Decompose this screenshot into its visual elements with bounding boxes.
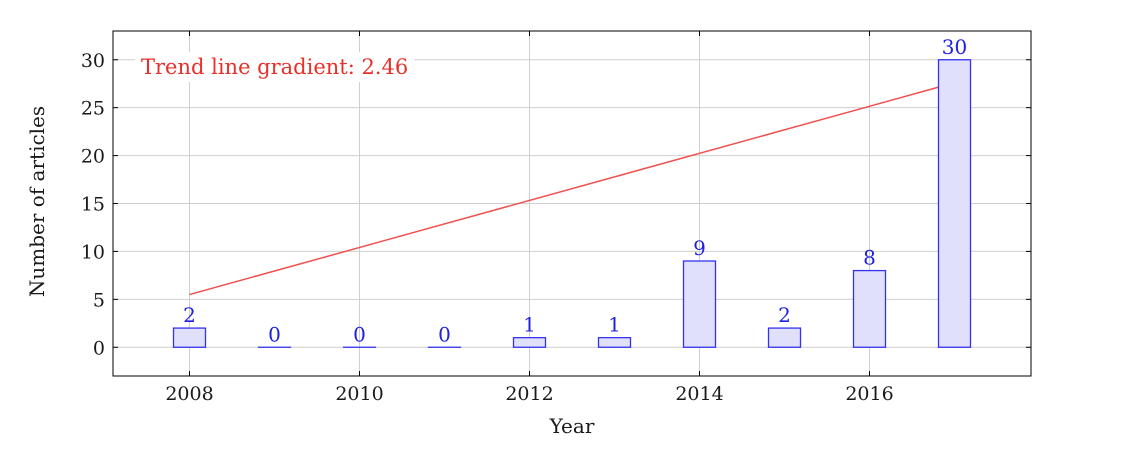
y-tick-label: 20 (81, 146, 105, 168)
bar-2016 (852, 269, 887, 348)
x-tick-label: 2016 (845, 383, 893, 405)
bar-2008 (172, 327, 207, 348)
data-label-2016: 8 (863, 246, 876, 270)
bar-2015 (767, 327, 802, 348)
y-tick-label: 30 (81, 50, 105, 72)
data-label-2012: 1 (523, 313, 536, 337)
x-axis-title: Year (549, 414, 595, 438)
data-label-2014: 9 (693, 236, 706, 260)
y-axis-title: Number of articles (25, 106, 49, 297)
data-label-2008: 2 (183, 303, 196, 327)
trend-line-group (189, 82, 955, 296)
x-tick-label: 2012 (505, 383, 553, 405)
y-tick-label: 5 (93, 289, 105, 311)
x-tick-label: 2010 (335, 383, 383, 405)
y-tick-label: 25 (81, 98, 105, 120)
bar-2012 (512, 337, 547, 348)
data-label-2015: 2 (778, 303, 791, 327)
x-axis-ticks: 2008 2010 2012 2014 2016 (165, 31, 894, 405)
annotation-background (135, 52, 415, 82)
y-tick-label: 0 (93, 337, 105, 359)
y-tick-label: 10 (81, 241, 105, 263)
bars (172, 59, 972, 348)
data-labels: 2 0 0 0 1 1 9 2 8 30 (183, 35, 967, 347)
data-label-2011: 0 (438, 322, 451, 346)
y-tick-label: 15 (81, 194, 105, 216)
bar-2017 (937, 59, 972, 348)
data-label-2017: 30 (942, 35, 967, 59)
bar-2013 (597, 337, 632, 348)
data-label-2010: 0 (353, 322, 366, 346)
data-label-2013: 1 (608, 313, 621, 337)
bar-2014 (682, 260, 717, 348)
grid (113, 31, 1031, 376)
data-label-2009: 0 (268, 322, 281, 346)
trend-gradient-annotation: Trend line gradient: 2.46 (141, 55, 408, 79)
x-tick-label: 2014 (675, 383, 723, 405)
trend-line (189, 82, 955, 296)
x-tick-label: 2008 (165, 383, 213, 405)
